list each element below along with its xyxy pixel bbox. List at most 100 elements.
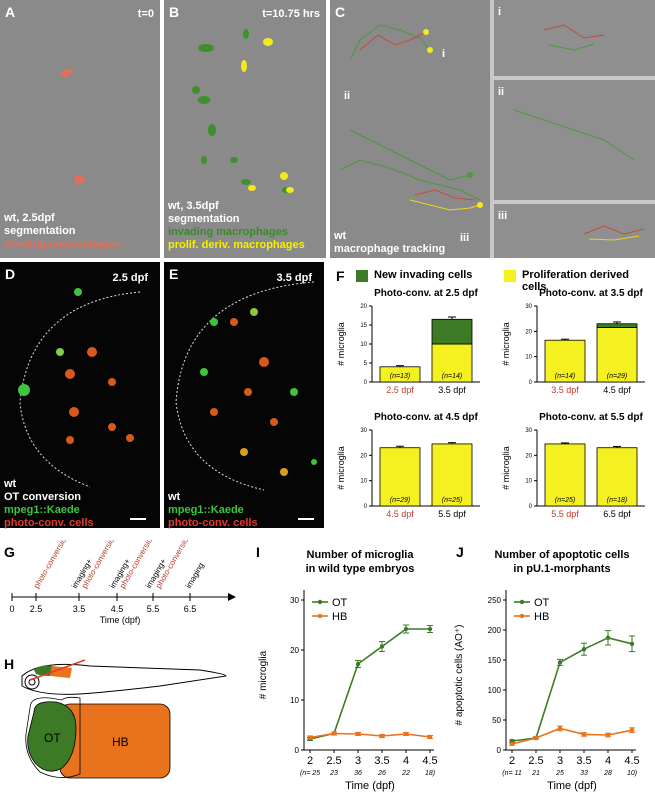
y-tick-label: 15 xyxy=(360,323,367,329)
legend-marker xyxy=(317,613,323,619)
inset-label: ii xyxy=(498,86,505,98)
data-point xyxy=(557,660,563,665)
caption-line: wt xyxy=(168,491,181,503)
n-label: (n=18) xyxy=(607,497,627,504)
scale-bar xyxy=(130,518,146,520)
y-tick-label: 10 xyxy=(360,342,367,348)
legend-marker xyxy=(519,613,525,619)
legend-yellow-swatch xyxy=(504,270,516,282)
n-label: (n=14) xyxy=(555,373,575,380)
timeline-arrow xyxy=(228,593,236,601)
data-point xyxy=(331,731,337,736)
panel-a: A t=0 wt, 2.5dpf segmentation dividing m… xyxy=(0,0,160,258)
invading-macrophage xyxy=(198,96,210,104)
track-line xyxy=(548,43,595,51)
inset-ii-tracks xyxy=(513,109,635,161)
track-line xyxy=(349,129,471,181)
inset-iii: iii xyxy=(490,204,655,258)
green-cell xyxy=(200,368,208,376)
y-tick-label: 20 xyxy=(525,329,532,335)
legend-label: HB xyxy=(534,611,549,623)
y-tick-label: 30 xyxy=(525,304,532,310)
y-tick-label: 200 xyxy=(488,626,502,635)
chart-title: Number of microglia xyxy=(307,549,415,561)
panel-e-caption: wt mpeg1::Kaede photo-conv. cells xyxy=(168,491,258,530)
red-cell xyxy=(270,418,278,426)
timeline-axis-title: Time (dpf) xyxy=(100,615,141,625)
legend-marker xyxy=(519,599,525,605)
n-label: 22 xyxy=(401,770,410,777)
x-category-label: 5.5 dpf xyxy=(438,509,466,519)
n-label: (n=29) xyxy=(607,373,627,380)
bar-proliferation xyxy=(544,339,586,383)
green-cell xyxy=(311,459,317,465)
track-label-ii: ii xyxy=(344,90,351,102)
chart-title: Photo-conv. at 5.5 dpf xyxy=(539,412,643,423)
chart-subtitle: in wild type embryos xyxy=(306,563,415,575)
legend-marker xyxy=(317,599,323,605)
data-point xyxy=(355,731,361,737)
track-line xyxy=(583,225,645,235)
chart-title: Photo-conv. at 3.5 dpf xyxy=(539,288,643,299)
timeline-tick-label: 6.5 xyxy=(184,604,197,614)
data-point xyxy=(307,735,313,740)
timeline-event-label: imaging xyxy=(184,561,206,590)
bar-proliferation xyxy=(379,447,421,507)
y-tick-label: 20 xyxy=(290,646,299,655)
red-cell xyxy=(244,388,252,396)
chart-title: Photo-conv. at 4.5 dpf xyxy=(374,412,478,423)
legend-yellow-label: Proliferation derived cells xyxy=(522,269,629,293)
track-line xyxy=(409,199,481,211)
invading-macrophage xyxy=(198,44,214,52)
panel-f-bar-charts: Photo-conv. at 2.5 dpf 0 5 10 15 20 # microgli… xyxy=(336,288,645,519)
panel-c-letter: C xyxy=(335,4,346,20)
inset-label: iii xyxy=(498,210,508,222)
y-axis-label: # microglia xyxy=(501,446,511,490)
x-axis-title: Time (dpf) xyxy=(547,780,597,792)
n-label: (n= 25 xyxy=(300,770,320,777)
optic-tectum-outline xyxy=(175,281,315,491)
y-tick-label: 100 xyxy=(488,686,502,695)
n-label: 18) xyxy=(425,770,435,777)
legend-label: OT xyxy=(534,597,550,609)
x-tick-label: 2.5 xyxy=(326,755,341,767)
chart-title: Photo-conv. at 2.5 dpf xyxy=(374,288,478,299)
panel-a-caption: wt, 2.5dpf segmentation dividing macroph… xyxy=(4,212,121,251)
data-point xyxy=(581,732,587,737)
data-point xyxy=(533,735,539,741)
y-tick-label: 0 xyxy=(364,380,368,386)
caption-line: macrophage tracking xyxy=(334,243,446,255)
track-point xyxy=(427,47,433,53)
x-category-label: 2.5 dpf xyxy=(386,385,414,395)
panel-i-line-chart: Number of microglia in wild type embryos 0… xyxy=(258,549,438,792)
caption-line: wt xyxy=(334,230,347,242)
panel-c: C i ii iii wt macrophage tracking i ii i… xyxy=(330,0,655,258)
n-label: 28 xyxy=(603,770,612,777)
red-cell xyxy=(259,357,269,367)
x-category-label: 4.5 dpf xyxy=(386,509,414,519)
panel-d-image xyxy=(18,288,146,520)
green-cell xyxy=(18,384,30,396)
bar-proliferation xyxy=(544,443,586,507)
track-point xyxy=(477,202,483,208)
track-line xyxy=(513,109,635,161)
panel-d-letter: D xyxy=(5,266,16,282)
optic-tectum-outline xyxy=(19,291,141,488)
track-line xyxy=(543,24,605,39)
y-tick-label: 150 xyxy=(488,656,502,665)
x-tick-label: 2 xyxy=(509,755,515,767)
inset-i-tracks xyxy=(543,24,605,51)
panel-g-timeline: 0 2.5 3.5 4.5 5.5 6.5 Time (dpf) photo-conversi… xyxy=(9,540,236,625)
chart-subtitle: in pU.1-morphants xyxy=(513,563,610,575)
series-line xyxy=(511,636,633,742)
ot-region-small xyxy=(34,665,52,676)
green-cell xyxy=(74,288,82,296)
proliferation-macrophage xyxy=(248,185,256,191)
timeline-tick-label: 4.5 xyxy=(111,604,124,614)
proliferation-macrophage xyxy=(263,38,273,46)
timeline-tick-label: 5.5 xyxy=(147,604,160,614)
green-cell xyxy=(210,318,218,326)
red-cell xyxy=(210,408,218,416)
data-point xyxy=(581,647,587,652)
red-cell xyxy=(230,318,238,326)
